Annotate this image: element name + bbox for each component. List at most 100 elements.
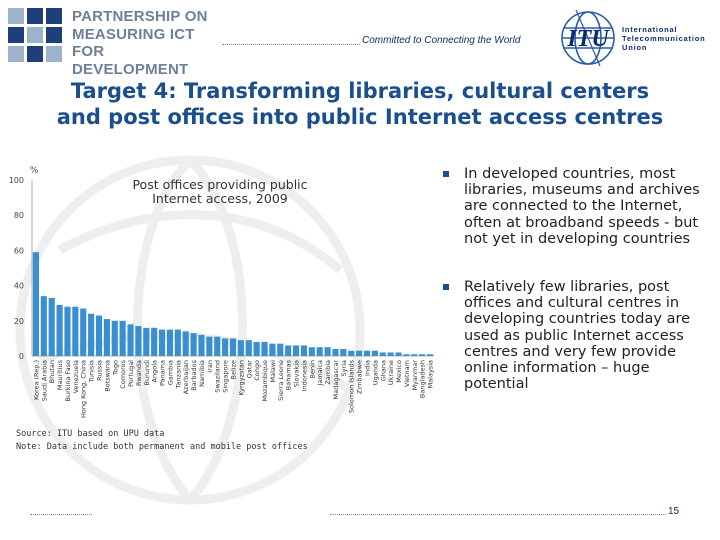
bar	[174, 329, 181, 356]
x-tick-label: Malawi	[269, 360, 277, 383]
x-tick-label: Sierra Leone	[277, 360, 285, 401]
y-tick-label: 60	[14, 246, 24, 255]
bar	[111, 320, 118, 356]
x-tick-label: Azerbaijan	[182, 360, 190, 394]
partnership-logo: PARTNERSHIP ON MEASURING ICT FOR DEVELOP…	[8, 6, 220, 78]
bar	[363, 350, 371, 356]
itu-name: International Telecommunication Union	[622, 25, 705, 52]
x-tick-label: Tunisia	[88, 360, 96, 383]
itu-globe-icon: ITU	[561, 9, 615, 67]
bar	[245, 340, 252, 356]
x-tick-label: Namibia	[198, 360, 206, 387]
x-tick-label: Vietnam	[403, 360, 411, 387]
bar	[371, 350, 378, 356]
x-tick-label: Syria	[340, 360, 348, 376]
x-tick-label: Gambia	[166, 360, 174, 385]
bullet-list: In developed countries, most libraries, …	[440, 166, 714, 392]
bar	[340, 348, 347, 356]
bar	[403, 354, 410, 356]
bar	[103, 319, 110, 356]
bar	[348, 350, 355, 356]
x-tick-label: Congo	[253, 360, 261, 381]
bar	[190, 333, 197, 356]
x-tick-label: Zimbabwe	[356, 360, 364, 394]
x-tick-label: Bhutan	[48, 360, 56, 383]
x-tick-label: Ukraine	[387, 360, 395, 385]
bullet-item: In developed countries, most libraries, …	[440, 166, 714, 247]
x-tick-label: Mexico	[395, 360, 403, 383]
y-axis-label: %	[30, 166, 39, 176]
bar	[40, 296, 47, 356]
bar	[324, 347, 331, 356]
y-tick-label: 40	[14, 282, 24, 291]
x-tick-label: Togo	[111, 360, 119, 376]
itu-logo-text: ITU	[566, 26, 610, 52]
chart-title: Post offices providing public	[132, 177, 307, 192]
footer-dotted-divider	[330, 514, 666, 515]
bullet-text: In developed countries, most libraries, …	[464, 166, 700, 247]
bar	[198, 334, 205, 356]
x-tick-label: Burundi	[143, 360, 151, 386]
bar	[48, 297, 55, 356]
x-tick-label: Malaysia	[427, 360, 435, 388]
x-tick-label: Belize	[230, 360, 238, 379]
bar	[300, 345, 308, 356]
bar	[253, 341, 260, 356]
bar	[379, 352, 386, 356]
bullet-text: Relatively few libraries, post offices a…	[464, 279, 691, 393]
slide-title-line: Target 4: Transforming libraries, cultur…	[70, 79, 650, 103]
x-tick-label: Slovakia	[293, 360, 301, 387]
logo-line: MEASURING ICT	[72, 25, 195, 43]
bar	[411, 354, 418, 356]
chart-title: Internet access, 2009	[152, 191, 288, 206]
itu-name-line: International	[622, 25, 678, 34]
x-tick-label: Bangladesh	[419, 360, 427, 398]
bar	[261, 341, 268, 356]
bar	[237, 340, 244, 356]
x-tick-label: Benin	[308, 360, 316, 379]
x-tick-label: Uganda	[371, 360, 379, 385]
slide-title-line: and post offices into public Internet ac…	[56, 105, 664, 129]
bar	[135, 326, 142, 356]
x-tick-label: Russia	[96, 360, 104, 381]
header-dotted-divider	[222, 44, 360, 45]
x-tick-label: Venezuela	[72, 360, 80, 393]
bar	[426, 354, 434, 356]
bar	[332, 348, 339, 356]
tagline: Committed to Connecting the World	[362, 35, 521, 46]
x-tick-label: Barbados	[190, 359, 198, 390]
bar	[229, 338, 237, 356]
itu-name-line: Telecommunication	[622, 34, 706, 43]
bullet-item: Relatively few libraries, post offices a…	[440, 279, 714, 392]
bar	[151, 327, 158, 356]
bar	[158, 329, 166, 356]
x-tick-label: Madagascar	[332, 360, 340, 400]
bar	[419, 354, 426, 356]
x-tick-label: Ghana	[379, 360, 387, 381]
slide-title: Target 4: Transforming libraries, cultur…	[0, 78, 720, 130]
x-tick-label: Botswana	[103, 360, 111, 392]
source-line: Source: ITU based on UPU data	[16, 429, 165, 439]
bar	[356, 350, 363, 356]
footer-dotted-divider	[30, 514, 92, 515]
bar	[80, 308, 87, 356]
bar	[95, 315, 103, 356]
x-tick-label: Swaziland	[214, 360, 222, 393]
x-tick-label: Solomon Islands	[348, 359, 356, 413]
x-tick-label: Tanzania	[174, 360, 182, 389]
bar	[277, 343, 284, 356]
bar	[64, 306, 71, 356]
bar	[56, 304, 63, 356]
x-tick-label: Myanmar	[411, 360, 419, 391]
square-bullet-icon	[443, 284, 449, 291]
bar	[32, 252, 40, 356]
bar	[316, 347, 323, 356]
bar	[88, 313, 95, 356]
y-tick-label: 100	[9, 176, 24, 185]
y-tick-label: 20	[14, 317, 24, 326]
note-line: Note: Data include both permanent and mo…	[16, 442, 308, 452]
x-tick-label: Panama	[159, 360, 167, 386]
x-tick-label: Zambia	[324, 360, 332, 385]
bar	[206, 336, 213, 356]
x-tick-label: Burkina Faso	[64, 360, 72, 402]
